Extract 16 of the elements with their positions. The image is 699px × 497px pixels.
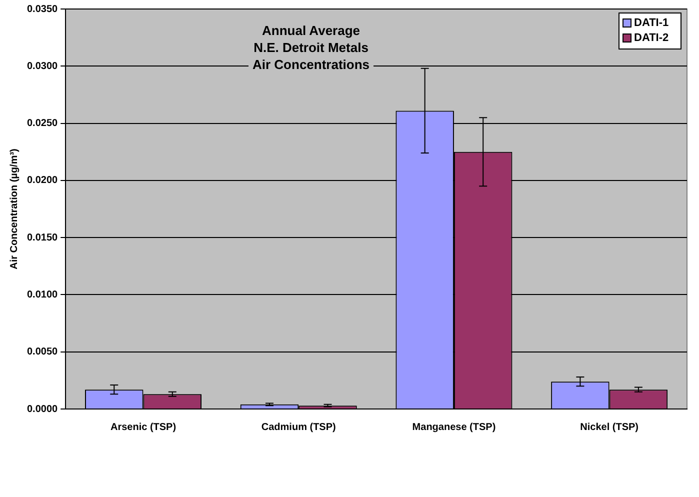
y-tick-label: 0.0350 (26, 4, 58, 15)
x-tick-label: Arsenic (TSP) (110, 422, 176, 433)
y-tick-label: 0.0150 (26, 232, 58, 244)
x-tick-label: Cadmium (TSP) (261, 422, 336, 433)
y-tick-label: 0.0050 (26, 346, 58, 358)
y-axis-title: Air Concentration (µg/m³) (8, 148, 20, 270)
x-tick-label: Nickel (TSP) (580, 422, 639, 433)
x-tick-label: Manganese (TSP) (412, 422, 496, 433)
legend-label: DATI-2 (634, 32, 669, 44)
text: Annual Average N.E. Detroit Metals Air Concentrations (252, 23, 370, 72)
y-tick-label: 0.0100 (26, 289, 58, 300)
y-tick-label: 0.0300 (26, 60, 58, 72)
y-tick-label: 0.0250 (26, 118, 58, 130)
legend-label: DATI-1 (634, 17, 669, 30)
y-tick-label: 0.0000 (26, 404, 58, 415)
y-tick-label: 0.0200 (26, 175, 58, 186)
